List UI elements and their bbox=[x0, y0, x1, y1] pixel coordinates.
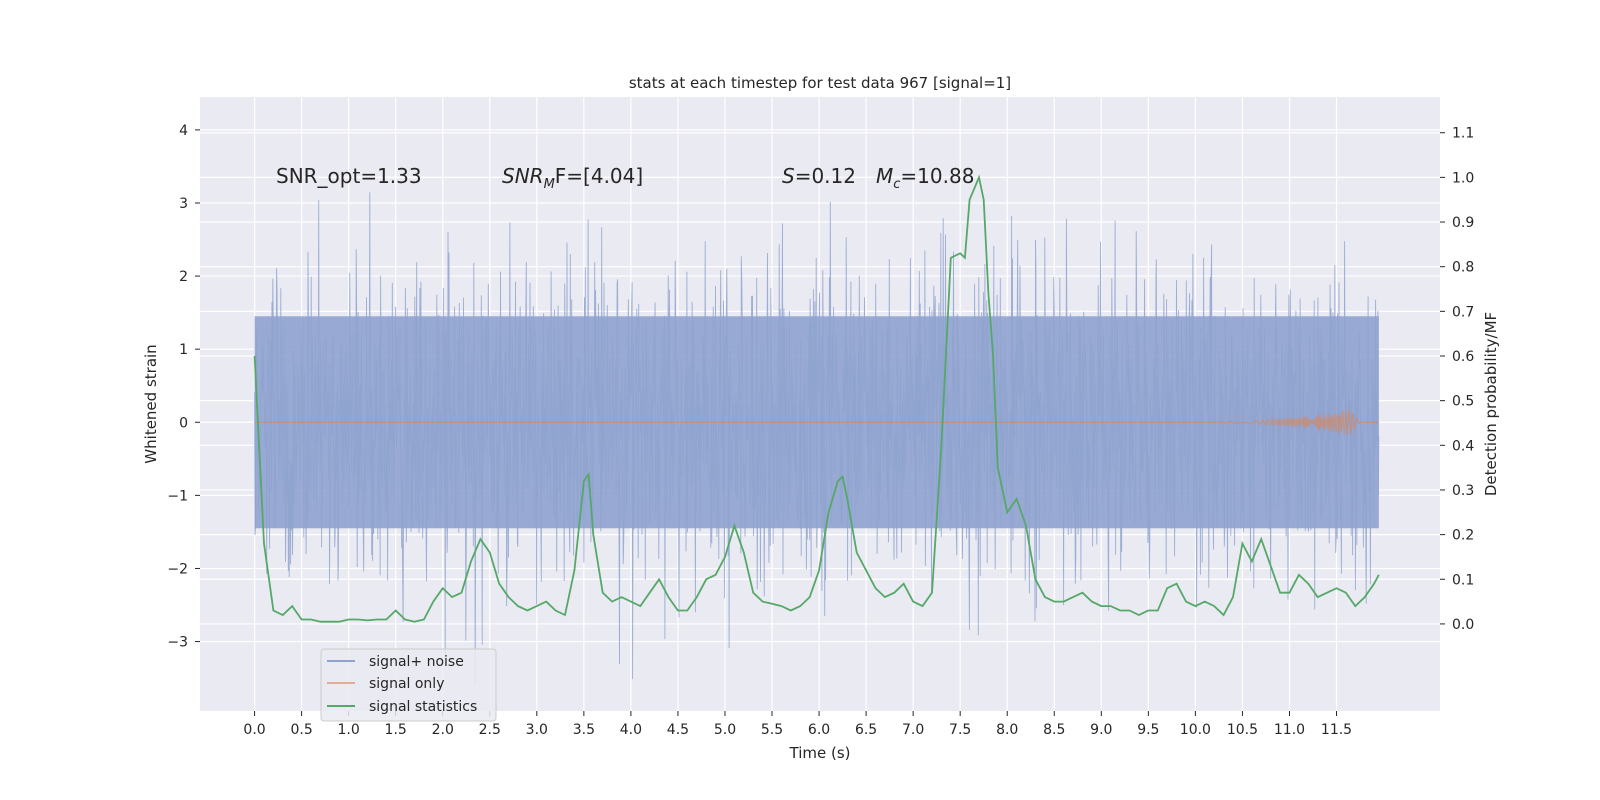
y-tick-label-left: 1 bbox=[179, 342, 188, 358]
signal-statistics-series bbox=[253, 174, 1380, 623]
y-tick-label-right: 0.7 bbox=[1452, 304, 1474, 320]
y-tick-label-right: 1.0 bbox=[1452, 170, 1474, 186]
mc-annotation: Mc=10.88 bbox=[876, 164, 974, 192]
y-tick-label-left: 3 bbox=[179, 196, 188, 212]
mc-subscript: c bbox=[893, 177, 900, 192]
legend-label-signal-noise: signal+ noise bbox=[369, 654, 464, 670]
x-tick-label: 2.0 bbox=[432, 722, 454, 738]
x-tick-label: 1.5 bbox=[385, 722, 407, 738]
signal-only-series bbox=[254, 409, 1379, 435]
x-axis-label: Time (s) bbox=[789, 744, 851, 762]
x-tick-label: 6.5 bbox=[855, 722, 877, 738]
x-tick-label: 3.0 bbox=[526, 722, 548, 738]
y-tick-label-right: 0.0 bbox=[1452, 617, 1474, 633]
x-tick-label: 2.5 bbox=[479, 722, 501, 738]
y-tick-label-right: 1.1 bbox=[1452, 126, 1474, 142]
x-tick-label: 7.0 bbox=[902, 722, 924, 738]
snr-mf-value: F=[4.04] bbox=[555, 164, 643, 188]
x-tick-label: 5.5 bbox=[761, 722, 783, 738]
s-value: =0.12 bbox=[795, 164, 856, 188]
y-tick-label-left: 0 bbox=[179, 415, 188, 431]
axis-ticks: 0.0 0.5 1.0 1.5 2.0 2.5 3.0 3.5 4.0 4.5 5.0 5.5 6.0 6… bbox=[167, 123, 1474, 738]
x-tick-label: 0.5 bbox=[290, 722, 312, 738]
y-tick-label-right: 0.8 bbox=[1452, 260, 1474, 276]
y-tick-label-left: −2 bbox=[167, 561, 188, 577]
signal-statistics-line bbox=[253, 174, 1380, 623]
y-tick-label-left: −1 bbox=[167, 488, 188, 504]
y-axis-label-left: Whitened strain bbox=[142, 344, 160, 463]
snr-mf-annotation: SNRMF=[4.04] bbox=[502, 164, 643, 192]
x-tick-label: 10.0 bbox=[1180, 722, 1211, 738]
legend: signal+ noise signal only signal statist… bbox=[320, 648, 497, 722]
x-tick-label: 3.5 bbox=[573, 722, 595, 738]
y-tick-label-right: 0.9 bbox=[1452, 215, 1474, 231]
x-tick-label: 1.0 bbox=[338, 722, 360, 738]
x-tick-label: 0.0 bbox=[243, 722, 265, 738]
x-tick-label: 9.0 bbox=[1090, 722, 1112, 738]
snr-opt-annotation: SNR_opt=1.33 bbox=[276, 164, 422, 188]
legend-label-signal-only: signal only bbox=[369, 676, 444, 692]
x-tick-label: 5.0 bbox=[714, 722, 736, 738]
mc-value: =10.88 bbox=[900, 164, 974, 188]
y-tick-label-right: 0.6 bbox=[1452, 349, 1474, 365]
mc-main: M bbox=[876, 164, 893, 188]
y-tick-label-right: 0.5 bbox=[1452, 394, 1474, 410]
x-tick-label: 11.0 bbox=[1274, 722, 1305, 738]
legend-label-signal-statistics: signal statistics bbox=[369, 699, 477, 715]
s-annotation: S=0.12 bbox=[782, 164, 856, 188]
y-tick-label-right: 0.2 bbox=[1452, 528, 1474, 544]
s-main: S bbox=[782, 164, 795, 188]
y-tick-label-left: 4 bbox=[179, 123, 188, 139]
y-tick-label-right: 0.4 bbox=[1452, 438, 1474, 454]
y-tick-label-right: 0.1 bbox=[1452, 572, 1474, 588]
x-tick-label: 4.0 bbox=[620, 722, 642, 738]
x-tick-label: 4.5 bbox=[667, 722, 689, 738]
signal-only-line bbox=[254, 409, 1379, 435]
x-tick-label: 6.0 bbox=[808, 722, 830, 738]
x-tick-label: 7.5 bbox=[949, 722, 971, 738]
snr-mf-main: SNR bbox=[502, 164, 544, 188]
x-tick-label: 8.0 bbox=[996, 722, 1018, 738]
x-tick-label: 10.5 bbox=[1227, 722, 1258, 738]
y-axis-label-right: Detection probability/MF bbox=[1482, 312, 1500, 496]
chart-title: stats at each timestep for test data 967… bbox=[629, 74, 1011, 92]
x-tick-label: 8.5 bbox=[1043, 722, 1065, 738]
legend-box bbox=[320, 648, 497, 722]
y-tick-label-left: 2 bbox=[179, 269, 188, 285]
snr-mf-subscript: M bbox=[544, 177, 555, 192]
x-tick-label: 9.5 bbox=[1137, 722, 1159, 738]
x-tick-label: 11.5 bbox=[1321, 722, 1352, 738]
y-tick-label-right: 0.3 bbox=[1452, 483, 1474, 499]
y-tick-label-left: −3 bbox=[167, 635, 188, 651]
